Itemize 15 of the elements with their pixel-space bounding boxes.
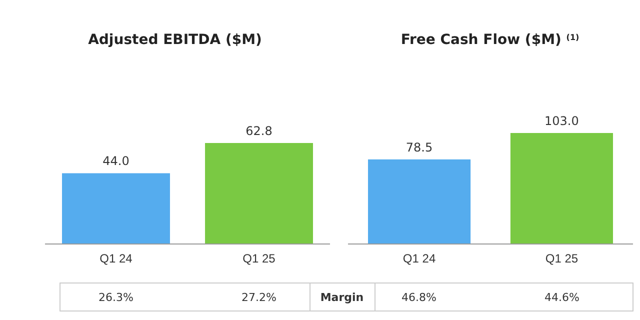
data-label: 44.0 [102,154,130,168]
x-tick-label: Q1 24 [100,252,133,266]
text: 26.3% [98,291,134,304]
x-tick-label: Q1 25 [242,252,276,266]
text: 44.6% [544,291,580,304]
chart-title: Free Cash Flow ($M) $^{(1)}$ [400,32,580,48]
text: Margin [320,291,364,304]
chart-title: Adjusted EBITDA ($M) [88,32,262,48]
text: 46.8% [402,291,436,304]
text: 27.2% [242,291,276,304]
x-tick-label: Q1 25 [545,252,578,266]
x-tick-label: Q1 24 [402,252,436,266]
data-label: 103.0 [544,114,579,128]
data-label: 62.8 [246,124,272,138]
data-label: 78.5 [406,140,433,154]
